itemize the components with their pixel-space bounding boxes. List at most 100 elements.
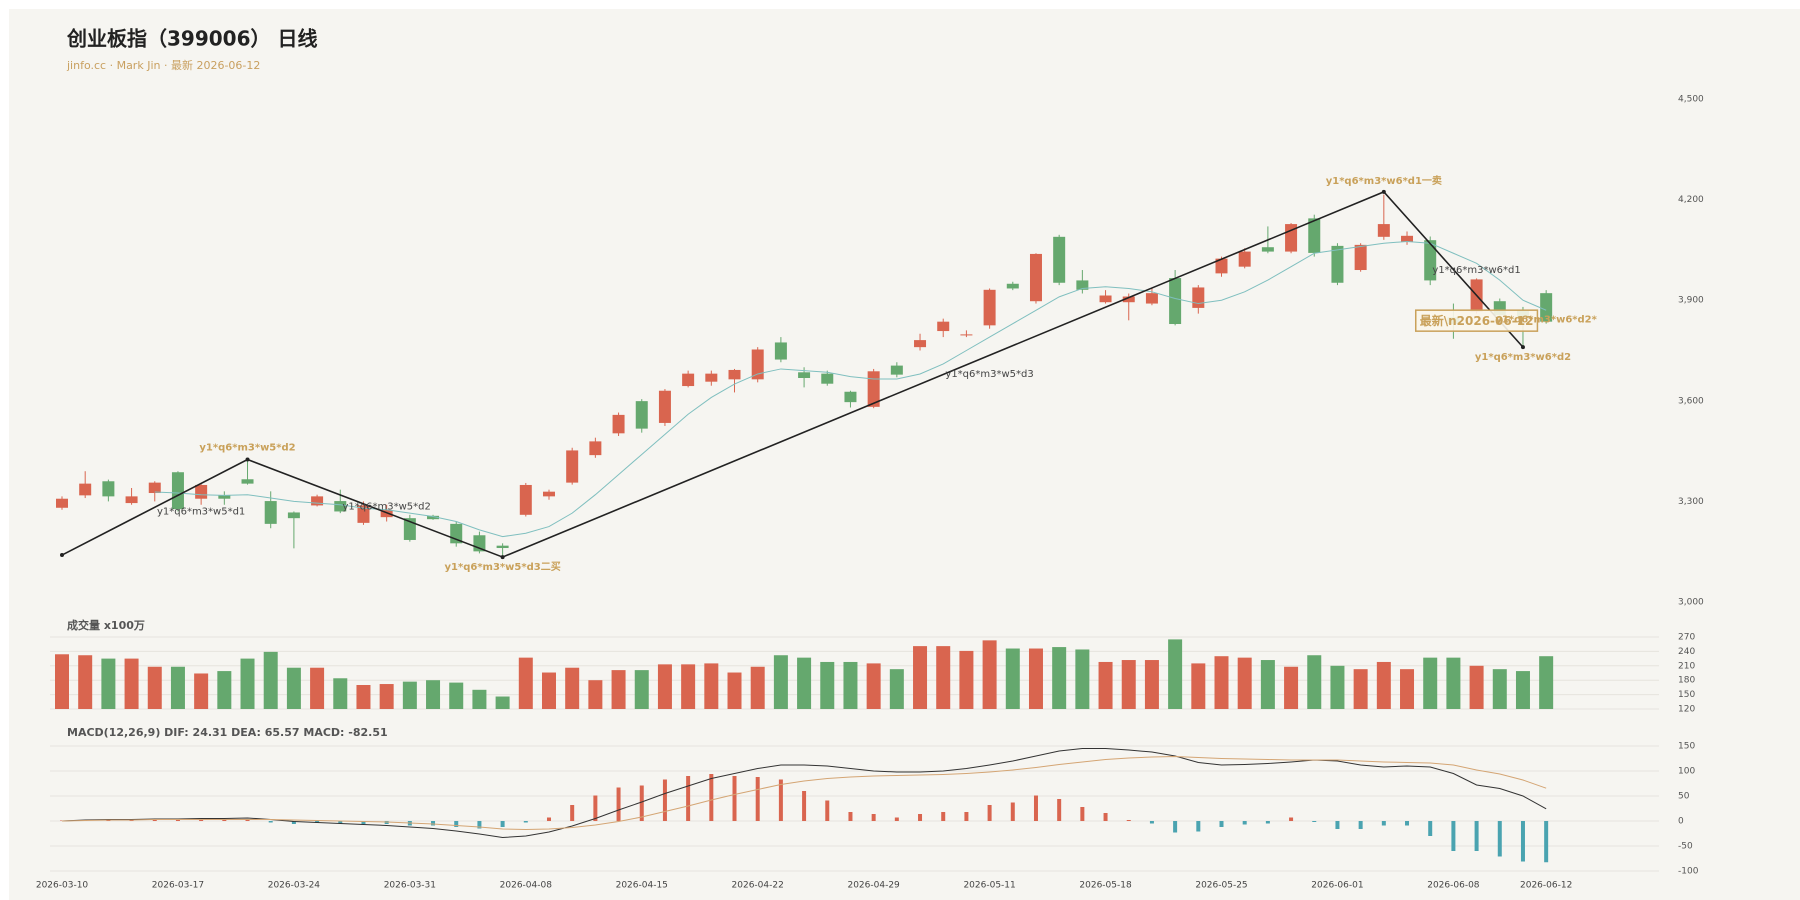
y-tick-label: 120 xyxy=(1678,705,1695,715)
candle-body xyxy=(658,390,671,423)
macd-bar xyxy=(1405,821,1410,826)
candle-body xyxy=(218,495,231,499)
volume-bar xyxy=(727,672,742,709)
x-tick-label: 2026-05-25 xyxy=(1195,881,1247,891)
candle-body xyxy=(496,545,509,549)
macd-bar xyxy=(477,821,482,829)
volume-bar xyxy=(402,681,417,709)
volume-bar xyxy=(78,655,93,709)
zigzag-point xyxy=(1520,345,1525,350)
macd-bar xyxy=(1358,821,1363,829)
candle-body xyxy=(1354,244,1367,271)
volume-bar xyxy=(681,664,696,709)
volume-bar xyxy=(1144,660,1159,709)
macd-bar xyxy=(1080,807,1085,821)
annotation: y1*q6*m3*w5*d3二买 xyxy=(445,561,561,573)
macd-bar xyxy=(709,774,714,821)
volume-bar xyxy=(936,646,951,709)
candle-body xyxy=(566,450,579,483)
volume-bar xyxy=(217,671,232,709)
y-tick-label: 50 xyxy=(1678,792,1690,802)
x-tick-label: 2026-06-12 xyxy=(1520,881,1572,891)
macd-bar xyxy=(546,817,551,821)
macd-bar xyxy=(338,821,343,824)
volume-bar xyxy=(1515,671,1530,709)
macd-bar xyxy=(1474,821,1479,851)
volume-bar xyxy=(959,650,974,709)
volume-bar xyxy=(565,667,580,709)
candle-body xyxy=(1308,218,1321,253)
volume-bar xyxy=(55,654,69,709)
x-tick-label: 2026-04-15 xyxy=(616,881,668,891)
y-tick-label: 210 xyxy=(1678,661,1695,671)
macd-bar xyxy=(918,814,923,821)
x-tick-label: 2026-06-08 xyxy=(1427,881,1480,891)
macd-bar xyxy=(1242,821,1247,825)
annotation: y1*q6*m3*w5*d1 xyxy=(157,506,245,517)
volume-bar xyxy=(426,680,441,709)
y-tick-label: 270 xyxy=(1678,633,1695,643)
volume-bar xyxy=(124,658,139,709)
candle-body xyxy=(287,512,300,519)
volume-bar xyxy=(1469,665,1484,709)
volume-bar xyxy=(1005,648,1020,709)
macd-bar xyxy=(755,777,760,821)
volume-bar xyxy=(379,684,394,709)
volume-bar xyxy=(495,696,510,709)
candle-body xyxy=(1122,296,1135,303)
zigzag-point xyxy=(245,457,250,462)
candle-body xyxy=(1029,253,1042,302)
annotation: y1*q6*m3*w6*d2* xyxy=(1495,315,1597,326)
annotation: y1*q6*m3*w6*d1 xyxy=(1432,265,1520,276)
macd-bar xyxy=(1335,821,1340,829)
y-tick-label: -50 xyxy=(1678,842,1693,852)
candle-body xyxy=(1169,278,1182,325)
volume-bar xyxy=(1260,660,1275,709)
macd-bar xyxy=(175,820,180,821)
macd-bar xyxy=(639,785,644,821)
volume-bar xyxy=(1052,647,1067,709)
candle-body xyxy=(960,334,973,336)
volume-bar xyxy=(797,657,812,709)
macd-bar xyxy=(199,819,204,821)
annotation-box xyxy=(1414,309,1539,332)
ma-line xyxy=(154,241,1547,538)
volume-bar xyxy=(541,672,556,709)
candle-body xyxy=(148,482,161,494)
candle-body xyxy=(403,518,416,540)
volume-bar xyxy=(310,667,325,709)
volume-title: 成交量 x100万 xyxy=(67,618,145,632)
macd-bar xyxy=(1196,821,1201,832)
volume-bar xyxy=(1214,656,1229,709)
volume-bar xyxy=(1376,661,1391,709)
macd-bar xyxy=(1265,821,1270,824)
candle-body xyxy=(798,372,811,378)
macd-bar xyxy=(616,787,621,821)
macd-bar xyxy=(1544,821,1549,863)
volume-bar xyxy=(333,678,348,709)
candle-body xyxy=(334,501,347,512)
volume-bar xyxy=(101,658,116,709)
candle-body xyxy=(427,515,440,520)
volume-bar xyxy=(657,664,672,709)
candle-body xyxy=(1331,245,1344,283)
chart-title: 创业板指（399006） 日线 xyxy=(66,27,317,51)
volume-bar xyxy=(913,646,928,709)
macd-bar xyxy=(987,805,992,821)
volume-bar xyxy=(263,651,278,709)
volume-bar xyxy=(1098,661,1113,709)
candle-body xyxy=(682,373,695,387)
macd-bar xyxy=(129,820,134,821)
volume-bar xyxy=(1191,663,1206,709)
volume-bar xyxy=(1423,657,1438,709)
candle-body xyxy=(1261,247,1274,252)
candle-body xyxy=(79,483,92,496)
y-tick-label: 180 xyxy=(1678,676,1695,686)
candle-body xyxy=(844,391,857,403)
volume-bar xyxy=(1400,669,1415,709)
macd-bar xyxy=(361,821,366,824)
macd-bar xyxy=(1057,799,1062,821)
macd-bar xyxy=(941,812,946,821)
macd-bar xyxy=(964,812,969,821)
